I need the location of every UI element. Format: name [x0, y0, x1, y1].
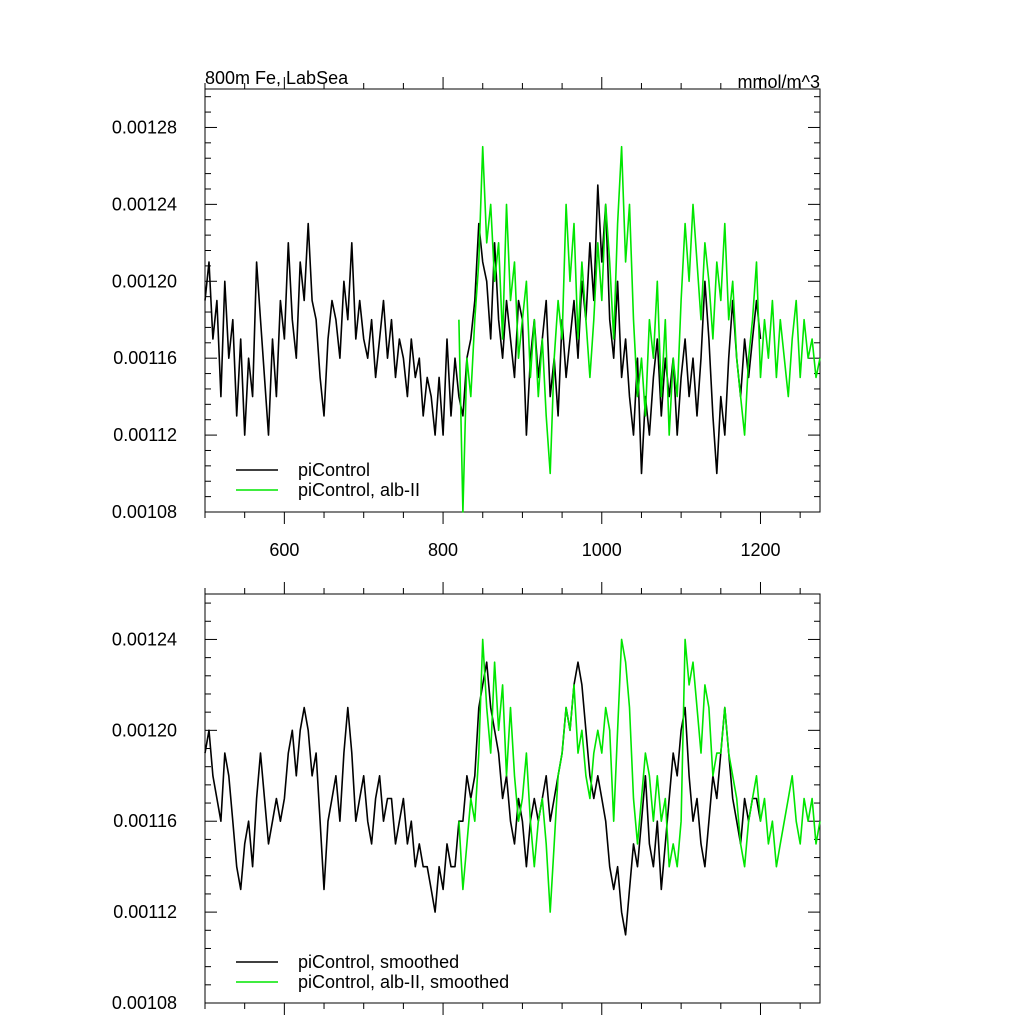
top-series-line-picontrol-alb-ii	[458, 145, 821, 513]
top-panel: 800m Fe, LabSea mmol/m^3 0.001080.001120…	[112, 68, 821, 560]
bottom-panel-plot-area: 0.00108 0.00112 0.00116 0.00120 0.00124	[112, 582, 821, 1015]
bottom-y-tick-label: 0.00124	[112, 629, 177, 649]
top-x-tick-label: 1000	[582, 540, 622, 560]
top-y-tick-label: 0.00112	[113, 425, 177, 445]
legend-label-picontrol: piControl	[298, 460, 370, 480]
top-x-tick-label: 600	[269, 540, 299, 560]
top-panel-units-label: mmol/m^3	[738, 72, 820, 92]
top-panel-legend: piControl piControl, alb-II	[236, 460, 420, 500]
legend-label-picontrol-alb-ii: piControl, alb-II	[298, 480, 420, 500]
top-y-tick-label: 0.00124	[112, 194, 177, 214]
bottom-panel-legend: piControl, smoothed piControl, alb-II, s…	[236, 952, 509, 992]
top-x-tick-label: 800	[428, 540, 458, 560]
bottom-y-tick-label: 0.00108	[112, 993, 177, 1013]
bottom-y-tick-label: 0.00116	[113, 811, 177, 831]
bottom-y-tick-label: 0.00120	[112, 720, 177, 740]
legend-label-picontrol-smoothed: piControl, smoothed	[298, 952, 459, 972]
bottom-series-line-picontrol-alb-ii-smoothed	[458, 638, 821, 913]
bottom-series-line-picontrol-smoothed	[204, 661, 762, 936]
top-y-tick-label: 0.00128	[112, 117, 177, 137]
top-y-tick-label: 0.00120	[112, 271, 177, 291]
top-panel-title-left: 800m Fe, LabSea	[205, 68, 349, 88]
top-y-tick-label: 0.00108	[112, 502, 177, 522]
top-y-tick-label: 0.00116	[113, 348, 177, 368]
top-panel-plot-area: 0.00108 0.00112 0.00116 0.00120 0.00124 0.001…	[112, 77, 821, 560]
top-x-tick-label: 1200	[740, 540, 780, 560]
bottom-y-tick-label: 0.00112	[113, 902, 177, 922]
bottom-plot-frame	[204, 593, 821, 1004]
bottom-panel: 0.00108 0.00112 0.00116 0.00120 0.00124 piCo…	[112, 582, 821, 1015]
legend-label-picontrol-alb-ii-smoothed: piControl, alb-II, smoothed	[298, 972, 509, 992]
